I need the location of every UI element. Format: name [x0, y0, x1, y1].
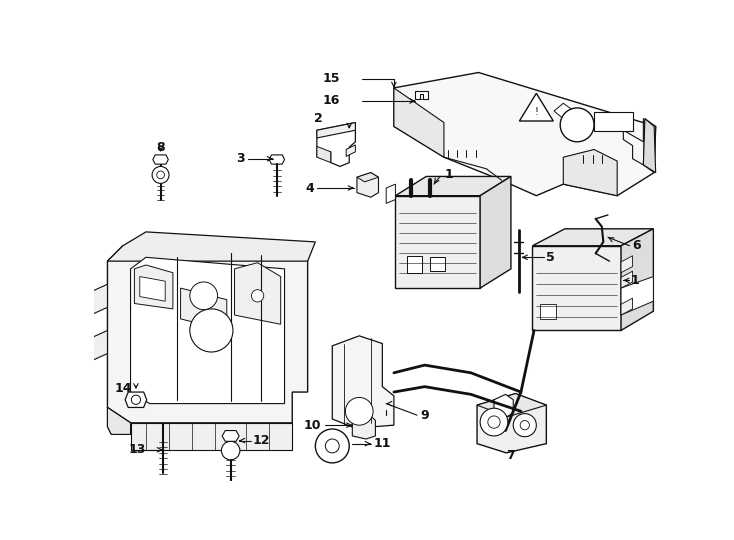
Circle shape [346, 397, 373, 425]
Text: 5: 5 [546, 251, 555, 264]
Text: 9: 9 [420, 409, 429, 422]
Text: - +: - + [608, 119, 619, 125]
Polygon shape [333, 336, 394, 428]
Polygon shape [357, 173, 379, 197]
Polygon shape [430, 257, 446, 271]
Text: 4: 4 [305, 181, 314, 194]
Polygon shape [554, 103, 574, 119]
Polygon shape [126, 392, 147, 408]
Bar [594, 112, 633, 131]
Polygon shape [563, 150, 617, 195]
Polygon shape [222, 430, 239, 441]
Polygon shape [107, 246, 308, 423]
Polygon shape [621, 256, 633, 273]
Polygon shape [107, 408, 131, 434]
Polygon shape [131, 257, 285, 403]
Polygon shape [269, 155, 285, 164]
Text: 6: 6 [633, 239, 642, 252]
Polygon shape [494, 394, 513, 417]
Polygon shape [357, 173, 379, 182]
Polygon shape [90, 330, 107, 361]
Text: 1: 1 [445, 167, 454, 181]
Polygon shape [415, 91, 428, 99]
Circle shape [131, 395, 140, 404]
Polygon shape [131, 423, 292, 450]
Circle shape [252, 289, 264, 302]
Circle shape [190, 282, 217, 309]
Circle shape [513, 414, 537, 437]
Text: 16: 16 [323, 94, 340, 107]
Text: 2: 2 [314, 112, 323, 125]
Polygon shape [644, 119, 655, 173]
Circle shape [325, 439, 339, 453]
Polygon shape [352, 416, 375, 439]
Circle shape [316, 429, 349, 463]
Circle shape [480, 408, 508, 436]
Polygon shape [477, 394, 546, 453]
Circle shape [157, 171, 164, 179]
Text: 15: 15 [322, 72, 340, 85]
Text: 8: 8 [156, 141, 165, 154]
Polygon shape [317, 123, 355, 166]
Circle shape [520, 421, 529, 430]
Circle shape [222, 441, 240, 460]
Text: 12: 12 [253, 434, 270, 447]
Polygon shape [396, 177, 511, 195]
Polygon shape [394, 72, 655, 195]
Circle shape [560, 108, 594, 142]
Polygon shape [394, 88, 444, 157]
Polygon shape [621, 298, 633, 315]
Polygon shape [621, 229, 653, 330]
Circle shape [152, 166, 169, 184]
Text: 10: 10 [303, 418, 321, 431]
Polygon shape [532, 246, 621, 330]
Polygon shape [477, 394, 546, 417]
Polygon shape [480, 177, 511, 288]
Circle shape [488, 416, 500, 428]
Polygon shape [532, 229, 653, 246]
Text: 14: 14 [115, 382, 132, 395]
Polygon shape [317, 123, 355, 138]
Polygon shape [396, 195, 480, 288]
Polygon shape [139, 276, 165, 301]
Polygon shape [107, 408, 131, 434]
Polygon shape [90, 284, 107, 315]
Polygon shape [346, 145, 355, 157]
Polygon shape [540, 303, 556, 319]
Polygon shape [134, 265, 173, 309]
Polygon shape [386, 184, 396, 204]
Text: !: ! [534, 107, 538, 117]
Text: 7: 7 [506, 449, 515, 462]
Polygon shape [407, 256, 422, 273]
Text: 3: 3 [236, 152, 244, 165]
Polygon shape [520, 93, 553, 121]
Circle shape [190, 309, 233, 352]
Text: 13: 13 [128, 443, 146, 456]
Polygon shape [621, 276, 653, 315]
Polygon shape [644, 119, 655, 173]
Polygon shape [317, 146, 331, 163]
Text: 11: 11 [373, 437, 390, 450]
Text: 1: 1 [631, 274, 640, 287]
Polygon shape [181, 288, 227, 330]
Polygon shape [234, 262, 280, 325]
Polygon shape [153, 155, 168, 164]
Polygon shape [107, 232, 316, 261]
Polygon shape [621, 271, 633, 288]
